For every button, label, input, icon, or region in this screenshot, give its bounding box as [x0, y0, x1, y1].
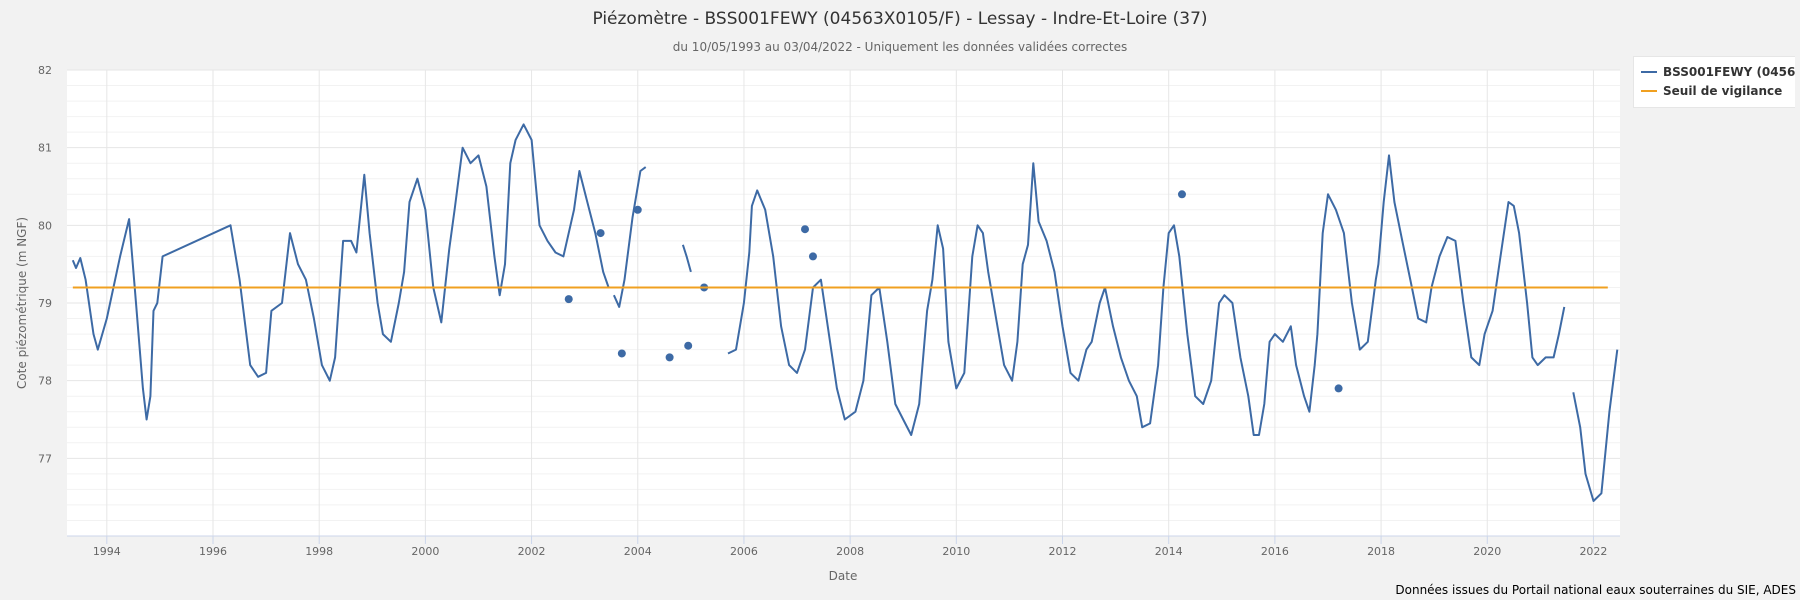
data-point[interactable]	[1177, 190, 1186, 199]
chart-title: Piézomètre - BSS001FEWY (04563X0105/F) -…	[592, 9, 1207, 29]
series-markers	[564, 190, 1343, 393]
legend-item-threshold[interactable]: Seuil de vigilance	[1641, 84, 1782, 98]
legend-box	[1633, 56, 1795, 108]
legend-threshold-label: Seuil de vigilance	[1663, 84, 1782, 98]
x-axis-title: Date	[829, 569, 858, 583]
x-axis-ticks: 1994 1996 1998 2000 2002 2004 2006 2008 2010 2012…	[93, 536, 1607, 558]
x-tick-label: 2006	[730, 545, 758, 558]
x-tick-label: 2000	[411, 545, 439, 558]
data-point[interactable]	[808, 252, 817, 261]
y-axis-title: Cote piézométrique (m NGF)	[15, 217, 29, 389]
data-point[interactable]	[633, 205, 642, 214]
x-tick-label: 2008	[836, 545, 864, 558]
data-point[interactable]	[801, 225, 810, 234]
series-line[interactable]	[727, 154, 1566, 436]
data-point[interactable]	[564, 295, 573, 304]
legend-series-label: BSS001FEWY (04563X0105/F)	[1663, 65, 1800, 79]
y-tick-label: 80	[38, 219, 52, 232]
series-line[interactable]	[612, 166, 647, 308]
x-tick-label: 2014	[1155, 545, 1183, 558]
x-tick-label: 2022	[1579, 545, 1607, 558]
x-tick-label: 2012	[1049, 545, 1077, 558]
data-point[interactable]	[665, 353, 674, 362]
series-lines	[71, 123, 1619, 502]
legend[interactable]: BSS001FEWY (04563X0105/F) Seuil de vigil…	[1633, 56, 1800, 108]
data-point[interactable]	[617, 349, 626, 358]
x-tick-label: 1998	[305, 545, 333, 558]
series-line[interactable]	[681, 244, 692, 273]
x-tick-label: 2004	[624, 545, 652, 558]
y-axis-ticks: 77 78 79 80 81 82	[38, 64, 52, 465]
x-tick-label: 2010	[942, 545, 970, 558]
series-line[interactable]	[1572, 349, 1619, 502]
data-point[interactable]	[1334, 384, 1343, 393]
x-tick-label: 2018	[1367, 545, 1395, 558]
credits[interactable]: Données issues du Portail national eaux …	[1395, 583, 1796, 597]
x-tick-label: 2020	[1473, 545, 1501, 558]
y-tick-label: 82	[38, 64, 52, 77]
x-tick-label: 1996	[199, 545, 227, 558]
x-tick-label: 2002	[518, 545, 546, 558]
y-tick-label: 78	[38, 375, 52, 388]
series-line[interactable]	[71, 123, 610, 421]
y-tick-label: 77	[38, 452, 52, 465]
data-point[interactable]	[684, 341, 693, 350]
legend-item-series[interactable]: BSS001FEWY (04563X0105/F)	[1641, 65, 1800, 79]
data-point[interactable]	[596, 229, 605, 238]
chart-subtitle: du 10/05/1993 au 03/04/2022 - Uniquement…	[673, 40, 1127, 54]
y-tick-label: 79	[38, 297, 52, 310]
x-tick-label: 1994	[93, 545, 121, 558]
y-tick-label: 81	[38, 142, 52, 155]
x-tick-label: 2016	[1261, 545, 1289, 558]
